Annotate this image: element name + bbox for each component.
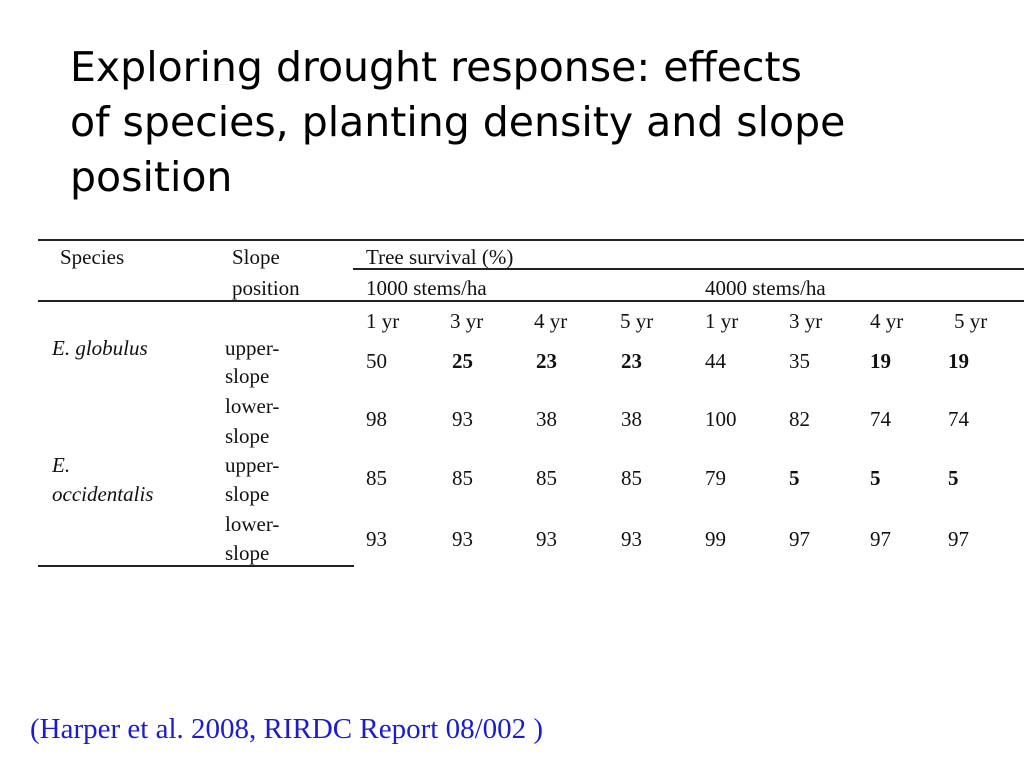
title-line: position <box>70 153 233 201</box>
survival-underline <box>353 268 1024 270</box>
table-bottom-rule <box>38 565 354 567</box>
header-slope: Slope <box>232 245 280 269</box>
header-species: Species <box>60 245 125 269</box>
value-cell: 93 <box>536 527 557 551</box>
value-cell: 25 <box>452 349 473 373</box>
title-line: Exploring drought response: effects <box>70 43 802 91</box>
year-header: 4 yr <box>534 309 568 333</box>
value-cell: 97 <box>789 527 810 551</box>
slope-label: slope <box>225 482 270 506</box>
value-cell: 93 <box>366 527 387 551</box>
year-header: 5 yr <box>620 309 654 333</box>
year-header: 1 yr <box>366 309 400 333</box>
slope-label: slope <box>225 364 270 388</box>
year-header: 4 yr <box>870 309 904 333</box>
value-cell: 35 <box>789 349 810 373</box>
value-cell: 82 <box>789 407 810 431</box>
slope-label: slope <box>225 424 270 448</box>
value-cell: 79 <box>705 466 726 490</box>
value-cell: 98 <box>366 407 387 431</box>
header-tree-survival: Tree survival (%) <box>366 245 514 269</box>
slope-label: lower- <box>225 394 280 418</box>
value-cell: 85 <box>366 466 387 490</box>
header-density-1000: 1000 stems/ha <box>366 276 487 300</box>
species-name: E. globulus <box>52 336 148 360</box>
year-header: 3 yr <box>450 309 484 333</box>
header-slope-position: position <box>232 276 300 300</box>
year-header: 5 yr <box>954 309 988 333</box>
value-cell: 5 <box>789 466 800 490</box>
value-cell: 97 <box>948 527 969 551</box>
value-cell: 85 <box>452 466 473 490</box>
value-cell: 74 <box>870 407 891 431</box>
value-cell: 23 <box>621 349 642 373</box>
year-header: 3 yr <box>789 309 823 333</box>
value-cell: 93 <box>452 407 473 431</box>
table-top-rule <box>38 239 1024 241</box>
value-cell: 85 <box>536 466 557 490</box>
slide-title: Exploring drought response: effects of s… <box>70 40 970 205</box>
value-cell: 50 <box>366 349 387 373</box>
slope-label: slope <box>225 541 270 565</box>
slope-label: upper- <box>225 336 280 360</box>
slope-label: lower- <box>225 512 280 536</box>
species-name: occidentalis <box>52 482 154 506</box>
survival-table: Species Slope position Tree survival (%)… <box>38 239 1024 567</box>
slope-label: upper- <box>225 453 280 477</box>
value-cell: 19 <box>948 349 969 373</box>
value-cell: 93 <box>621 527 642 551</box>
header-bottom-rule <box>38 300 1024 302</box>
value-cell: 97 <box>870 527 891 551</box>
value-cell: 99 <box>705 527 726 551</box>
value-cell: 5 <box>870 466 881 490</box>
value-cell: 19 <box>870 349 891 373</box>
value-cell: 93 <box>452 527 473 551</box>
species-name: E. <box>52 453 71 477</box>
value-cell: 100 <box>705 407 737 431</box>
value-cell: 23 <box>536 349 557 373</box>
value-cell: 44 <box>705 349 726 373</box>
header-density-4000: 4000 stems/ha <box>705 276 826 300</box>
year-header: 1 yr <box>705 309 739 333</box>
value-cell: 85 <box>621 466 642 490</box>
citation: (Harper et al. 2008, RIRDC Report 08/002… <box>30 713 544 745</box>
title-line: of species, planting density and slope <box>70 98 846 146</box>
value-cell: 5 <box>948 466 959 490</box>
value-cell: 74 <box>948 407 969 431</box>
value-cell: 38 <box>621 407 642 431</box>
value-cell: 38 <box>536 407 557 431</box>
